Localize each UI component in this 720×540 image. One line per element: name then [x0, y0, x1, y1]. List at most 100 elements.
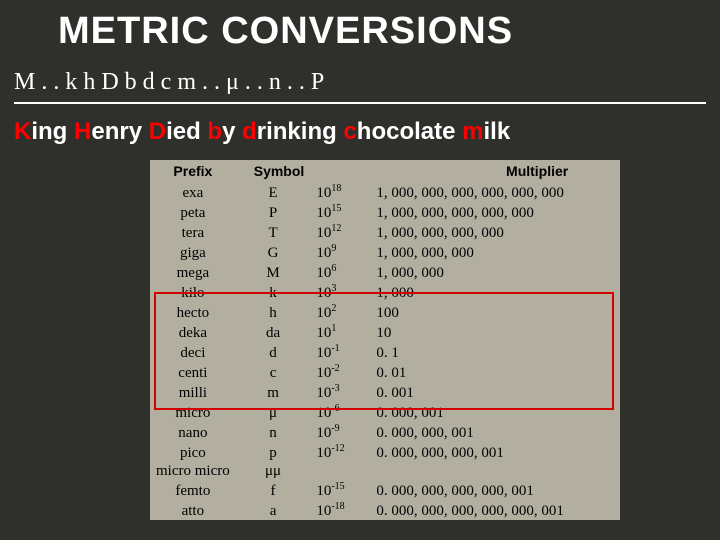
cell-prefix: kilo — [150, 282, 236, 302]
cell-power: 1018 — [310, 182, 370, 202]
cell-prefix: tera — [150, 222, 236, 242]
header-symbol: Symbol — [236, 160, 311, 182]
word-king: ing — [31, 118, 74, 145]
table-row: petaP10151, 000, 000, 000, 000, 000 — [150, 202, 620, 222]
cell-prefix: giga — [150, 242, 236, 262]
mnemonic-letters: M . . k h D b d c m . . μ . . n . . P — [0, 59, 720, 100]
initial-d1: D — [149, 118, 166, 145]
cell-prefix: mega — [150, 262, 236, 282]
cell-power: 10-15 — [310, 480, 370, 500]
cell-multiplier: 100 — [370, 302, 620, 322]
word-drinking: rinking — [257, 118, 344, 145]
cell-symbol: E — [236, 182, 311, 202]
cell-power: 109 — [310, 242, 370, 262]
cell-symbol: μμ — [236, 462, 311, 480]
cell-multiplier: 1, 000 — [370, 282, 620, 302]
underline — [14, 102, 706, 104]
cell-prefix: milli — [150, 382, 236, 402]
cell-prefix: hecto — [150, 302, 236, 322]
cell-symbol: c — [236, 362, 311, 382]
cell-power: 10-3 — [310, 382, 370, 402]
cell-symbol: P — [236, 202, 311, 222]
table-row: micro microμμ — [150, 462, 620, 480]
cell-multiplier: 1, 000, 000 — [370, 262, 620, 282]
cell-power: 10-6 — [310, 402, 370, 422]
table-row: microμ10-60. 000, 001 — [150, 402, 620, 422]
table-row: millim10-30. 001 — [150, 382, 620, 402]
initial-c: c — [343, 118, 356, 145]
table-row: exaE10181, 000, 000, 000, 000, 000, 000 — [150, 182, 620, 202]
cell-multiplier: 0. 001 — [370, 382, 620, 402]
cell-multiplier: 0. 000, 000, 001 — [370, 422, 620, 442]
table-row: femtof10-150. 000, 000, 000, 000, 001 — [150, 480, 620, 500]
cell-prefix: nano — [150, 422, 236, 442]
word-by: y — [222, 118, 242, 145]
cell-power: 10-12 — [310, 442, 370, 462]
cell-power — [310, 462, 370, 480]
cell-multiplier: 1, 000, 000, 000, 000, 000 — [370, 202, 620, 222]
cell-power: 1015 — [310, 202, 370, 222]
word-henry: enry — [91, 118, 148, 145]
word-died: ied — [166, 118, 207, 145]
initial-k: K — [14, 118, 31, 145]
cell-multiplier: 0. 000, 001 — [370, 402, 620, 422]
cell-multiplier: 1, 000, 000, 000, 000, 000, 000 — [370, 182, 620, 202]
mnemonic-sentence: King Henry Died by drinking chocolate mi… — [0, 112, 720, 160]
cell-multiplier: 0. 000, 000, 000, 000, 000, 001 — [370, 500, 620, 520]
table-row: kilok1031, 000 — [150, 282, 620, 302]
table-row: centic10-20. 01 — [150, 362, 620, 382]
table-header-row: Prefix Symbol Multiplier — [150, 160, 620, 182]
cell-prefix: exa — [150, 182, 236, 202]
table-row: picop10-120. 000, 000, 000, 001 — [150, 442, 620, 462]
header-prefix: Prefix — [150, 160, 236, 182]
cell-power: 1012 — [310, 222, 370, 242]
initial-h: H — [74, 118, 91, 145]
prefix-table: Prefix Symbol Multiplier exaE10181, 000,… — [150, 160, 620, 520]
cell-power: 10-2 — [310, 362, 370, 382]
table-row: attoa10-180. 000, 000, 000, 000, 000, 00… — [150, 500, 620, 520]
cell-symbol: T — [236, 222, 311, 242]
cell-multiplier — [370, 462, 620, 480]
cell-symbol: d — [236, 342, 311, 362]
cell-prefix: centi — [150, 362, 236, 382]
word-chocolate: hocolate — [357, 118, 462, 145]
cell-symbol: M — [236, 262, 311, 282]
cell-power: 101 — [310, 322, 370, 342]
initial-m: m — [462, 118, 483, 145]
cell-prefix: femto — [150, 480, 236, 500]
cell-multiplier: 1, 000, 000, 000 — [370, 242, 620, 262]
page-title: METRIC CONVERSIONS — [0, 0, 720, 59]
cell-prefix: atto — [150, 500, 236, 520]
cell-symbol: k — [236, 282, 311, 302]
table-row: nanon10-90. 000, 000, 001 — [150, 422, 620, 442]
cell-symbol: m — [236, 382, 311, 402]
cell-symbol: a — [236, 500, 311, 520]
initial-b: b — [207, 118, 222, 145]
cell-symbol: f — [236, 480, 311, 500]
cell-prefix: pico — [150, 442, 236, 462]
table-row: hectoh102100 — [150, 302, 620, 322]
cell-multiplier: 10 — [370, 322, 620, 342]
header-spacer — [310, 160, 370, 182]
cell-multiplier: 0. 01 — [370, 362, 620, 382]
cell-power: 106 — [310, 262, 370, 282]
header-multiplier: Multiplier — [370, 160, 620, 182]
cell-prefix: micro — [150, 402, 236, 422]
table-row: gigaG1091, 000, 000, 000 — [150, 242, 620, 262]
cell-symbol: G — [236, 242, 311, 262]
cell-multiplier: 0. 1 — [370, 342, 620, 362]
cell-prefix: deka — [150, 322, 236, 342]
table-row: teraT10121, 000, 000, 000, 000 — [150, 222, 620, 242]
cell-multiplier: 1, 000, 000, 000, 000 — [370, 222, 620, 242]
cell-power: 10-9 — [310, 422, 370, 442]
cell-multiplier: 0. 000, 000, 000, 001 — [370, 442, 620, 462]
table-row: megaM1061, 000, 000 — [150, 262, 620, 282]
prefix-table-container: Prefix Symbol Multiplier exaE10181, 000,… — [150, 160, 620, 520]
cell-power: 102 — [310, 302, 370, 322]
cell-prefix: micro micro — [150, 462, 236, 480]
cell-multiplier: 0. 000, 000, 000, 000, 001 — [370, 480, 620, 500]
table-row: decid10-10. 1 — [150, 342, 620, 362]
table-body: exaE10181, 000, 000, 000, 000, 000, 000p… — [150, 182, 620, 520]
cell-symbol: p — [236, 442, 311, 462]
cell-symbol: h — [236, 302, 311, 322]
